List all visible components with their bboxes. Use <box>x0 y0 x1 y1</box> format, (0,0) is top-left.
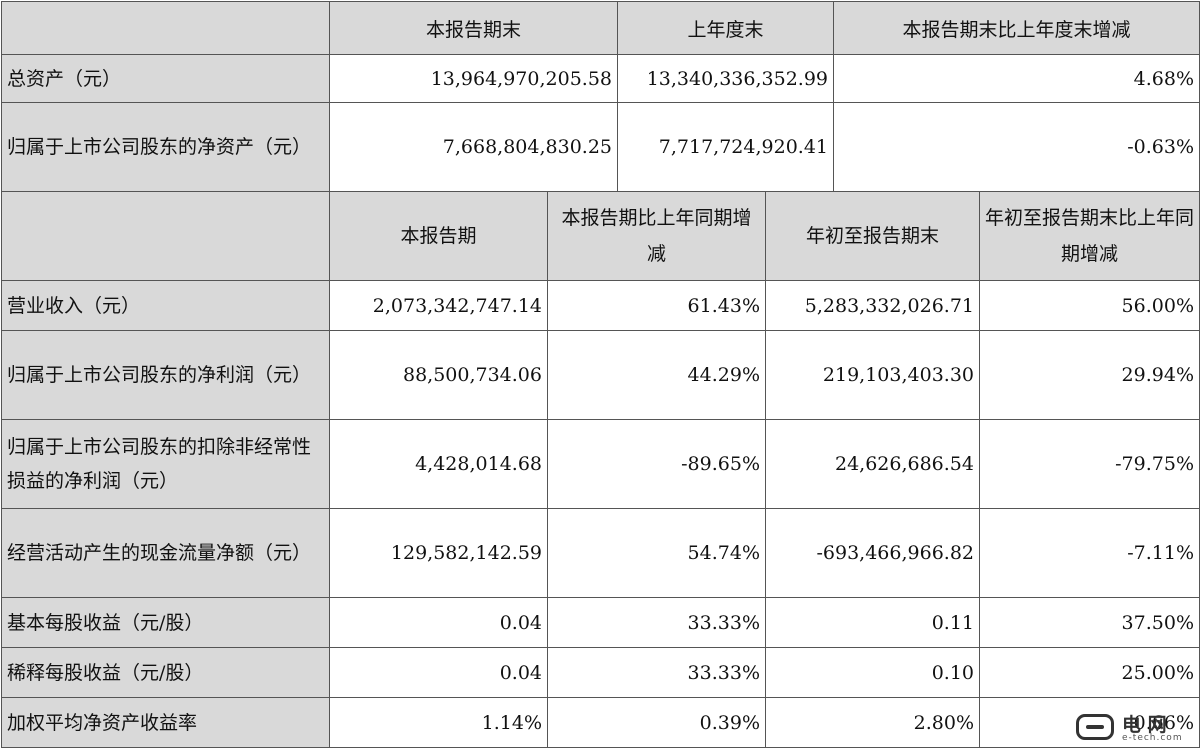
value-cell: 0.10 <box>765 647 980 698</box>
value-cell: 25.00% <box>979 647 1200 698</box>
row-label: 稀释每股收益（元/股） <box>1 647 330 698</box>
value-cell: 0.04 <box>329 647 548 698</box>
table-row: 加权平均净资产收益率 1.14% 0.39% 2.80% 0.66% <box>1 697 1200 748</box>
value-cell: 7,668,804,830.25 <box>329 102 618 192</box>
value-cell: 0.11 <box>765 597 980 648</box>
row-label: 基本每股收益（元/股） <box>1 597 330 648</box>
watermark: 电 网 e-tech.com <box>1076 710 1192 746</box>
value-cell: -693,466,966.82 <box>765 508 980 598</box>
value-cell: 37.50% <box>979 597 1200 648</box>
table-row: 归属于上市公司股东的扣除非经常性损益的净利润（元） 4,428,014.68 -… <box>1 419 1200 509</box>
value-cell: 0.39% <box>547 697 766 748</box>
value-cell: 2,073,342,747.14 <box>329 280 548 331</box>
value-cell: 219,103,403.30 <box>765 330 980 420</box>
value-cell: 1.14% <box>329 697 548 748</box>
value-cell: 13,340,336,352.99 <box>617 54 834 103</box>
value-cell: 29.94% <box>979 330 1200 420</box>
row-label: 营业收入（元） <box>1 280 330 331</box>
table-row: 营业收入（元） 2,073,342,747.14 61.43% 5,283,33… <box>1 280 1200 331</box>
row-label: 经营活动产生的现金流量净额（元） <box>1 508 330 598</box>
value-cell: 88,500,734.06 <box>329 330 548 420</box>
row-label: 归属于上市公司股东的扣除非经常性损益的净利润（元） <box>1 419 330 509</box>
top-header-cell: 本报告期末 <box>329 1 618 55</box>
bottom-header-cell: 本报告期 <box>329 191 548 281</box>
value-cell: 33.33% <box>547 647 766 698</box>
bottom-header-cell: 年初至报告期末比上年同期增减 <box>979 191 1200 281</box>
value-cell: 0.04 <box>329 597 548 648</box>
value-cell: 44.29% <box>547 330 766 420</box>
row-label: 总资产（元） <box>1 54 330 103</box>
top-header-cell: 上年度末 <box>617 1 834 55</box>
value-cell: 54.74% <box>547 508 766 598</box>
value-cell: 4.68% <box>833 54 1200 103</box>
value-cell: 129,582,142.59 <box>329 508 548 598</box>
value-cell: -7.11% <box>979 508 1200 598</box>
table-row: 归属于上市公司股东的净资产（元） 7,668,804,830.25 7,717,… <box>1 102 1200 192</box>
value-cell: 5,283,332,026.71 <box>765 280 980 331</box>
bottom-header-row: 本报告期 本报告期比上年同期增减 年初至报告期末 年初至报告期末比上年同期增减 <box>1 191 1200 281</box>
table-row: 总资产（元） 13,964,970,205.58 13,340,336,352.… <box>1 54 1200 103</box>
value-cell: -79.75% <box>979 419 1200 509</box>
value-cell: -89.65% <box>547 419 766 509</box>
row-label: 归属于上市公司股东的净利润（元） <box>1 330 330 420</box>
value-cell: 61.43% <box>547 280 766 331</box>
bottom-header-cell: 年初至报告期末 <box>765 191 980 281</box>
watermark-text: 电 网 <box>1122 714 1167 736</box>
value-cell: 24,626,686.54 <box>765 419 980 509</box>
value-cell: 2.80% <box>765 697 980 748</box>
logo-icon <box>1076 714 1114 740</box>
top-header-corner <box>1 1 330 55</box>
table-row: 稀释每股收益（元/股） 0.04 33.33% 0.10 25.00% <box>1 647 1200 698</box>
value-cell: 56.00% <box>979 280 1200 331</box>
row-label: 归属于上市公司股东的净资产（元） <box>1 102 330 192</box>
watermark-subtext: e-tech.com <box>1122 733 1183 743</box>
top-header-cell: 本报告期末比上年度末增减 <box>833 1 1200 55</box>
table-row: 经营活动产生的现金流量净额（元） 129,582,142.59 54.74% -… <box>1 508 1200 598</box>
table-row: 基本每股收益（元/股） 0.04 33.33% 0.11 37.50% <box>1 597 1200 648</box>
top-header-row: 本报告期末 上年度末 本报告期末比上年度末增减 <box>1 1 1200 55</box>
value-cell: 7,717,724,920.41 <box>617 102 834 192</box>
bottom-header-cell: 本报告期比上年同期增减 <box>547 191 766 281</box>
value-cell: 13,964,970,205.58 <box>329 54 618 103</box>
value-cell: 4,428,014.68 <box>329 419 548 509</box>
table-row: 归属于上市公司股东的净利润（元） 88,500,734.06 44.29% 21… <box>1 330 1200 420</box>
value-cell: 33.33% <box>547 597 766 648</box>
row-label: 加权平均净资产收益率 <box>1 697 330 748</box>
bottom-header-corner <box>1 191 330 281</box>
value-cell: -0.63% <box>833 102 1200 192</box>
